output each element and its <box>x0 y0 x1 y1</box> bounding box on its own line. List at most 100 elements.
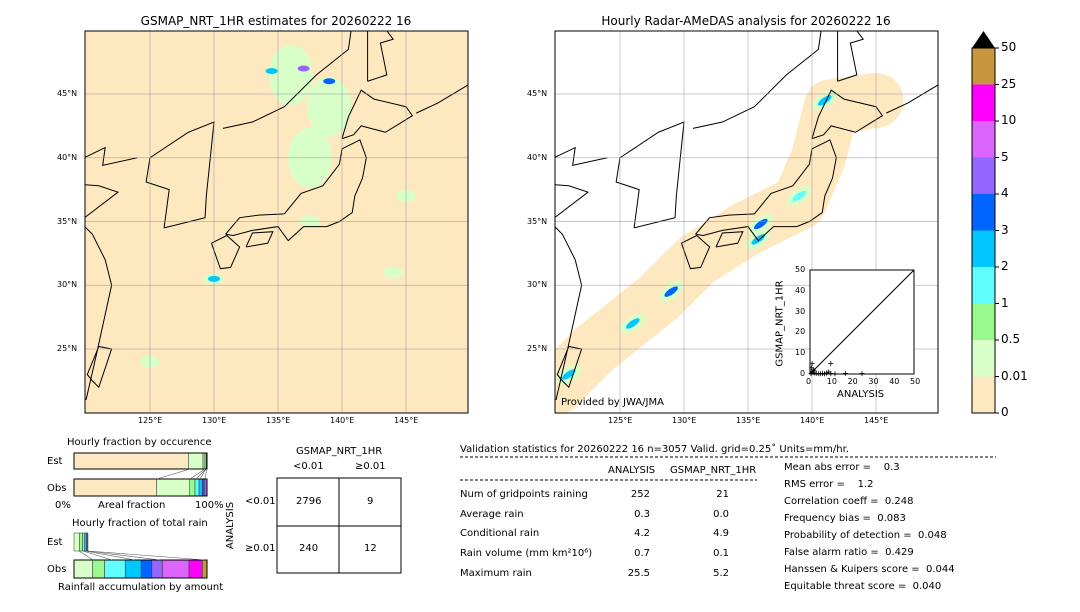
rain-core <box>664 286 678 297</box>
total-rain-obs-frame <box>73 559 208 579</box>
contingency-cell: 9 <box>367 496 374 507</box>
stats-row-label: Average rain <box>460 508 524 520</box>
lon-label: 125°E <box>138 416 163 425</box>
contingency-cell: 12 <box>364 543 377 554</box>
stats-row-gsmap: 4.9 <box>713 528 729 540</box>
occurrence-x1: 100% <box>195 500 224 511</box>
stats-row-gsmap: 5.2 <box>713 567 729 579</box>
total-rain-obs-bar <box>188 559 203 579</box>
coastline <box>886 84 938 114</box>
colorbar-bin <box>972 194 995 231</box>
occurrence-est-bar <box>202 452 206 470</box>
total-rain-est-label: Est <box>47 537 63 548</box>
scatter-ytick: 0 <box>800 369 806 378</box>
stats-row-label: Num of gridpoints raining <box>460 489 588 500</box>
scatter-xtick: 40 <box>889 377 900 386</box>
rain-core <box>562 369 576 380</box>
occurrence-est-bar <box>188 452 204 470</box>
connector-line <box>78 550 94 561</box>
lat-label: 40°N <box>527 152 548 162</box>
occurrence-obs-bar <box>202 478 205 497</box>
scatter-point <box>819 370 825 376</box>
scatter-point <box>842 370 848 376</box>
contingency-cell: 240 <box>299 543 319 554</box>
contingency-row-title: ANALYSIS <box>225 501 237 550</box>
left-map-title: GSMAP_NRT_1HR estimates for 20260222 16 <box>140 14 412 28</box>
colorbar-label: 50 <box>1001 40 1017 54</box>
lat-label: 25°N <box>527 344 548 353</box>
connector-line <box>189 468 206 480</box>
lat-label: 35°N <box>527 216 548 226</box>
map-frame <box>554 30 939 414</box>
total-rain-est-bar <box>79 532 83 552</box>
stats-row-analysis: 252 <box>630 489 650 500</box>
lat-label: 30°N <box>57 280 78 290</box>
stats-row-analysis: 0.7 <box>634 548 650 560</box>
connector-line <box>86 550 161 561</box>
scatter-point <box>859 371 865 377</box>
connector-line <box>204 468 208 480</box>
lon-label: 130°E <box>202 416 227 425</box>
occurrence-x0: 0% <box>55 500 71 511</box>
scatter-xtick: 50 <box>910 377 921 386</box>
scatter-point <box>828 361 834 367</box>
occurrence-obs-bar <box>194 478 200 497</box>
rain-area <box>307 76 352 137</box>
rain-core <box>265 68 278 75</box>
coastline <box>145 121 215 229</box>
colorbar-label: 5 <box>1001 149 1009 164</box>
occurrence-obs-bar <box>73 478 157 497</box>
colorbar-label: 1 <box>1001 295 1009 310</box>
scatter-ylabel: GSMAP_NRT_1HR <box>774 280 786 367</box>
coastline <box>615 121 685 229</box>
rain-area <box>383 266 404 279</box>
scatter-point <box>824 370 830 376</box>
coastline <box>222 31 352 129</box>
total-rain-obs-label: Obs <box>47 564 67 575</box>
coastline <box>695 139 837 242</box>
connector-line <box>82 550 113 561</box>
score-line: Mean abs error = 0.3 <box>784 462 900 473</box>
coastline <box>715 231 744 248</box>
coastline <box>837 31 865 82</box>
lat-label: 35°N <box>57 216 78 226</box>
occurrence-est-frame <box>73 452 208 470</box>
total-rain-est-bar <box>73 532 80 552</box>
lon-label: 145°E <box>864 416 889 425</box>
total-rain-obs-bar <box>202 559 208 579</box>
connector-line <box>195 468 207 480</box>
contingency-col-1: ≥0.01 <box>355 461 386 472</box>
coastline <box>680 234 711 270</box>
colorbar-label: 0.5 <box>1001 332 1021 346</box>
score-line: Hanssen & Kuipers score = 0.044 <box>784 564 955 575</box>
left-map <box>85 31 468 413</box>
occurrence-title: Hourly fraction by occurence <box>67 437 212 448</box>
scatter-ytick: 30 <box>795 306 806 316</box>
rain-core <box>323 78 336 85</box>
contingency-row-1: ≥0.01 <box>245 543 276 554</box>
lon-label: 130°E <box>672 416 697 425</box>
scatter-ytick: 10 <box>795 348 806 358</box>
connector-line <box>87 550 206 561</box>
rain-core <box>792 190 806 202</box>
total-rain-obs-bar <box>124 559 142 579</box>
stats-row-label: Conditional rain <box>460 528 540 540</box>
colorbar-label: 2 <box>1001 259 1009 273</box>
total-rain-title: Hourly fraction of total rain <box>72 518 208 529</box>
contingency-col-0: <0.01 <box>293 461 324 472</box>
rain-core <box>297 65 310 72</box>
total-rain-obs-bar <box>162 559 190 579</box>
total-rain-est-bar <box>86 532 89 552</box>
connector-line <box>84 550 136 561</box>
colorbar-bin <box>972 48 995 85</box>
colorbar-bin <box>972 230 995 267</box>
rain-core <box>751 234 766 245</box>
stats-row-label: Rain volume (mm km²10⁶) <box>460 548 593 560</box>
connector-line <box>199 468 207 480</box>
rain-area <box>268 44 313 105</box>
lat-label: 45°N <box>527 89 548 98</box>
scatter-xtick: 20 <box>847 377 858 386</box>
stats-row-analysis: 25.5 <box>627 567 650 579</box>
occurrence-obs-bar <box>198 478 203 497</box>
coastline <box>225 139 367 242</box>
